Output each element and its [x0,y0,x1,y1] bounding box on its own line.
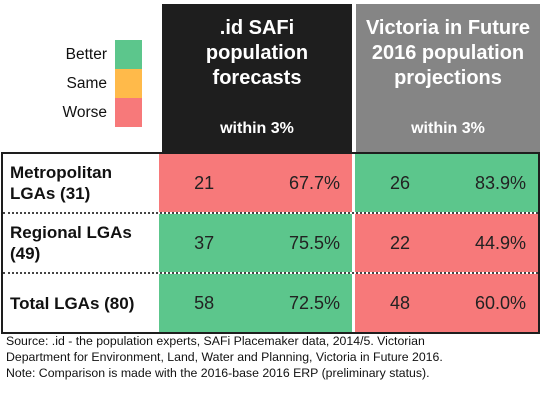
cell-idsafi: 37 75.5% [159,214,353,272]
header-idsafi-title-line: forecasts [212,67,302,89]
row-label: Total LGAs (80) [3,274,159,332]
cell-idsafi: 21 67.7% [159,154,353,212]
legend-label: Same [66,74,108,92]
cell-vif: 26 83.9% [355,154,538,212]
header-vif-title-line: Victoria in Future [365,17,531,39]
cell-vif-count: 48 [390,292,411,313]
cell-idsafi-count: 58 [194,292,215,313]
row-label-line: LGAs (31) [10,184,91,203]
legend-label: Worse [62,103,107,121]
cell-idsafi: 58 72.5% [159,274,353,332]
table-row: Total LGAs (80) 58 72.5% 48 60.0% [3,272,538,332]
cell-idsafi-pct: 67.7% [289,172,341,193]
cell-vif-count: 22 [390,232,411,253]
row-label: Metropolitan LGAs (31) [3,154,159,212]
row-label-text: Total LGAs (80) [10,293,134,314]
header-vif-title-line: 2016 population [371,42,525,64]
source-line: Source: .id - the population experts, SA… [6,334,425,348]
cell-vif: 48 60.0% [355,274,538,332]
cell-vif: 22 44.9% [355,214,538,272]
source-line: Note: Comparison is made with the 2016-b… [6,366,430,380]
cell-vif-pct: 60.0% [474,292,526,313]
legend: Better Same Worse [52,40,142,127]
row-label-line: Regional LGAs [10,223,132,242]
legend-item-same: Same [52,69,142,98]
legend-label: Better [65,45,107,63]
row-label-line: Total LGAs (80) [10,293,135,313]
legend-swatch-same [115,69,142,98]
row-label: Regional LGAs (49) [3,214,159,272]
header-vif: Victoria in Future 2016 population project… [356,4,540,152]
header-idsafi-title-line: population [205,42,309,64]
cell-idsafi-pct: 75.5% [289,232,341,253]
row-label-text: Metropolitan LGAs (31) [10,162,112,204]
table-row: Metropolitan LGAs (31) 21 67.7% 26 83.9% [3,154,538,212]
cell-idsafi-count: 37 [194,232,215,253]
source-line: Department for Environment, Land, Water … [6,350,443,364]
row-label-text: Regional LGAs (49) [10,222,132,264]
header-vif-subtitle: within 3% [411,120,485,137]
header-idsafi: .id SAFi population forecasts within 3% [162,4,352,152]
header-idsafi-title: .id SAFi population forecasts [162,4,352,91]
column-separator [352,154,356,212]
header-idsafi-subtitle: within 3% [220,120,294,137]
header-vif-title: Victoria in Future 2016 population project… [356,4,540,91]
cell-vif-count: 26 [390,172,411,193]
source-note: Source: .id - the population experts, SA… [6,333,541,381]
table-row: Regional LGAs (49) 37 75.5% 22 44.9% [3,212,538,272]
row-label-line: Metropolitan [10,163,112,182]
header-idsafi-title-line: .id SAFi [219,17,295,39]
column-separator [352,274,356,332]
legend-swatch-better [115,40,142,69]
column-separator [352,214,356,272]
legend-swatch-worse [115,98,142,127]
row-label-line: (49) [10,244,41,263]
header-vif-title-line: projections [394,67,502,89]
cell-idsafi-pct: 72.5% [289,292,341,313]
comparison-table: Metropolitan LGAs (31) 21 67.7% 26 83.9% Regio… [1,152,540,334]
cell-vif-pct: 83.9% [474,172,526,193]
cell-vif-pct: 44.9% [474,232,526,253]
cell-idsafi-count: 21 [194,172,215,193]
legend-item-worse: Worse [52,98,142,127]
legend-item-better: Better [52,40,142,69]
